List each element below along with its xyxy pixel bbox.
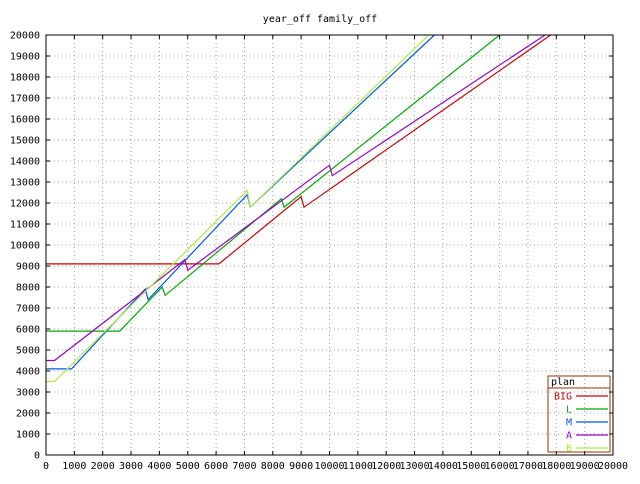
x-tick-label: 3000 bbox=[119, 461, 143, 472]
x-tick-label: 19000 bbox=[570, 461, 600, 472]
y-tick-label: 3000 bbox=[16, 388, 40, 399]
legend-label-l: L bbox=[566, 405, 572, 416]
y-tick-label: 18000 bbox=[10, 73, 40, 84]
y-tick-label: 20000 bbox=[10, 31, 40, 42]
x-tick-label: 8000 bbox=[261, 461, 285, 472]
x-tick-label: 2000 bbox=[91, 461, 115, 472]
legend-label-big: BIG bbox=[554, 392, 572, 403]
x-tick-label: 11000 bbox=[343, 461, 373, 472]
x-tick-label: 10000 bbox=[314, 461, 344, 472]
y-tick-label: 14000 bbox=[10, 157, 40, 168]
y-tick-label: 10000 bbox=[10, 241, 40, 252]
y-tick-label: 4000 bbox=[16, 367, 40, 378]
series-line-b bbox=[46, 34, 430, 383]
y-tick-label: 8000 bbox=[16, 283, 40, 294]
x-tick-label: 16000 bbox=[485, 461, 515, 472]
x-tick-label: 12000 bbox=[371, 461, 401, 472]
legend-label-m: M bbox=[566, 418, 572, 429]
x-tick-label: 4000 bbox=[147, 461, 171, 472]
y-tick-label: 6000 bbox=[16, 325, 40, 336]
x-tick-label: 9000 bbox=[289, 461, 313, 472]
x-tick-label: 20000 bbox=[598, 461, 628, 472]
series-lines bbox=[46, 34, 551, 383]
chart-title: year_off family_off bbox=[263, 14, 377, 25]
x-axis-ticks: 0 1000 2000 3000 4000 5000 6000 7000 8000 9000 100… bbox=[43, 35, 628, 472]
legend-label-a: A bbox=[566, 431, 572, 442]
y-tick-label: 1000 bbox=[16, 430, 40, 441]
y-tick-label: 19000 bbox=[10, 52, 40, 63]
y-tick-label: 2000 bbox=[16, 409, 40, 420]
x-tick-label: 5000 bbox=[176, 461, 200, 472]
grid bbox=[46, 35, 613, 455]
y-tick-label: 0 bbox=[34, 451, 40, 462]
legend-label-b: B bbox=[566, 444, 572, 455]
y-tick-label: 15000 bbox=[10, 136, 40, 147]
x-tick-label: 17000 bbox=[513, 461, 543, 472]
y-tick-label: 17000 bbox=[10, 94, 40, 105]
x-tick-label: 6000 bbox=[204, 461, 228, 472]
x-tick-label: 15000 bbox=[456, 461, 486, 472]
y-tick-label: 9000 bbox=[16, 262, 40, 273]
legend-box bbox=[547, 375, 611, 453]
x-tick-label: 0 bbox=[43, 461, 49, 472]
y-tick-label: 13000 bbox=[10, 178, 40, 189]
series-line-l bbox=[46, 34, 500, 332]
y-tick-label: 11000 bbox=[10, 220, 40, 231]
series-line-a bbox=[46, 34, 546, 362]
x-tick-label: 18000 bbox=[541, 461, 571, 472]
series-line-big bbox=[46, 34, 551, 265]
legend-title: plan bbox=[551, 377, 575, 388]
x-tick-label: 7000 bbox=[232, 461, 256, 472]
x-tick-label: 14000 bbox=[428, 461, 458, 472]
y-axis-ticks: 0 1000 2000 3000 4000 5000 6000 7000 8000 9000 100… bbox=[10, 31, 613, 462]
y-tick-label: 12000 bbox=[10, 199, 40, 210]
y-tick-label: 5000 bbox=[16, 346, 40, 357]
x-tick-label: 1000 bbox=[62, 461, 86, 472]
x-tick-label: 13000 bbox=[399, 461, 429, 472]
y-tick-label: 7000 bbox=[16, 304, 40, 315]
y-tick-label: 16000 bbox=[10, 115, 40, 126]
